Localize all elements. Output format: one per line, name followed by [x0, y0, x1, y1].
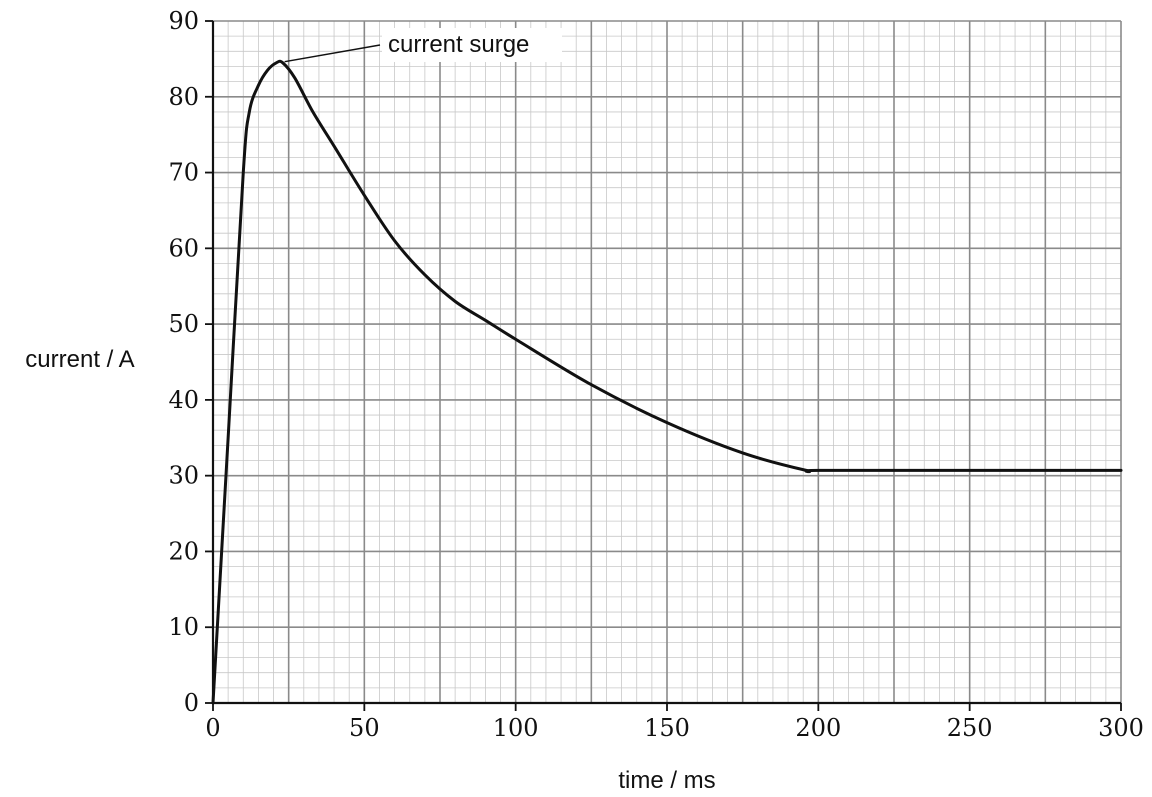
axes: [205, 20, 1122, 711]
y-tick-label: 90: [168, 7, 199, 35]
x-tick-label: 250: [947, 714, 993, 742]
annotations-group: current surge: [284, 28, 562, 63]
y-tick-label: 40: [168, 386, 199, 414]
x-axis-label: time / ms: [618, 767, 715, 794]
y-tick-label: 70: [168, 159, 199, 187]
y-tick-label: 10: [168, 613, 199, 641]
x-tick-label: 150: [644, 714, 690, 742]
series-line: [211, 59, 1123, 705]
x-tick-label: 200: [795, 714, 841, 742]
annotation-leader-line: [284, 44, 381, 63]
y-tick-labels: 0 10 20 30 40 50 60 70 80 90: [168, 7, 199, 717]
series-group: [211, 59, 1123, 705]
x-tick-label: 300: [1098, 714, 1144, 742]
x-tick-label: 100: [493, 714, 539, 742]
annotation-label: current surge: [388, 31, 529, 58]
y-tick-label: 60: [168, 234, 199, 262]
y-axis-label: current / A: [25, 346, 134, 373]
x-tick-labels: 0 50 100 150 200 250 300: [205, 714, 1144, 742]
y-tick-label: 80: [168, 83, 199, 111]
y-tick-label: 30: [168, 462, 199, 490]
y-tick-label: 20: [168, 537, 199, 565]
x-tick-label: 50: [349, 714, 380, 742]
y-tick-label: 50: [168, 310, 199, 338]
y-tick-label: 0: [184, 689, 199, 717]
x-tick-label: 0: [205, 714, 220, 742]
annotation-label-background: [382, 28, 562, 62]
